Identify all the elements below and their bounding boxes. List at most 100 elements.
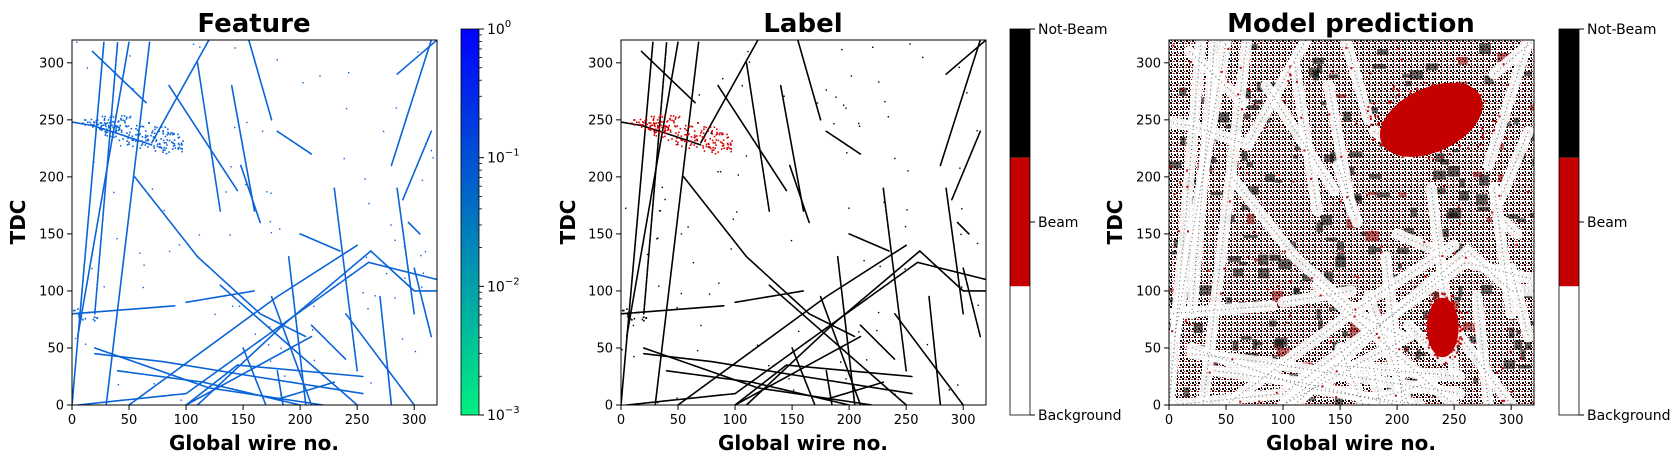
- prediction-cell: [1376, 192, 1390, 198]
- beam-hit: [1461, 316, 1464, 319]
- prediction-cell: [1435, 153, 1445, 162]
- beam-hit: [649, 124, 652, 127]
- prediction-track-band: [1332, 160, 1363, 228]
- beam-hit: [1375, 332, 1378, 335]
- hit-track: [945, 187, 965, 315]
- beam-hit: [711, 151, 713, 153]
- beam-hit: [664, 127, 666, 129]
- beam-hit: [1440, 299, 1443, 302]
- beam-hit: [1424, 88, 1427, 91]
- beam-hit: [696, 138, 699, 141]
- prediction-cell: [1507, 214, 1518, 219]
- beam-hit: [1456, 57, 1459, 60]
- beam-hit: [104, 134, 106, 136]
- beam-hit: [1248, 88, 1250, 90]
- beam-hit: [124, 121, 126, 124]
- beam-hit: [128, 141, 130, 144]
- beam-hit: [701, 136, 704, 138]
- beam-hit: [1393, 85, 1395, 88]
- beam-hit: [662, 136, 664, 138]
- hit-point: [922, 56, 924, 59]
- prediction-cell: [1252, 338, 1258, 350]
- beam-hit: [1303, 149, 1306, 152]
- hit-point: [422, 272, 424, 274]
- beam-hit: [684, 133, 686, 136]
- beam-hit: [695, 138, 698, 141]
- beam-hit: [730, 148, 733, 150]
- beam-hit: [669, 117, 671, 120]
- beam-hit: [1289, 74, 1292, 77]
- prediction-cell: [1508, 327, 1515, 339]
- beam-hit: [672, 115, 675, 117]
- beam-hit: [668, 124, 671, 127]
- beam-hit: [147, 146, 149, 148]
- beam-hit: [711, 139, 714, 142]
- prediction-cell: [1524, 342, 1531, 350]
- beam-hit: [173, 143, 176, 145]
- prediction-cell: [1255, 341, 1263, 346]
- beam-hit: [1341, 250, 1344, 253]
- beam-hit: [1371, 230, 1374, 233]
- hit-point: [788, 378, 790, 380]
- hit-track: [745, 61, 771, 212]
- beam-hit: [165, 152, 168, 155]
- hit-point: [214, 313, 216, 316]
- hit-point: [343, 157, 345, 160]
- hit-point: [312, 329, 314, 331]
- x-tick-label: 0: [1165, 413, 1173, 428]
- hit-point: [143, 264, 145, 266]
- beam-hit: [94, 121, 96, 124]
- beam-hit: [128, 116, 131, 119]
- hit-point: [77, 313, 80, 316]
- beam-hit: [116, 132, 118, 135]
- hit-track: [396, 187, 416, 315]
- beam-hit: [141, 143, 144, 145]
- beam-hit: [686, 140, 688, 142]
- beam-hit: [1442, 293, 1445, 296]
- beam-hit: [639, 118, 642, 121]
- beam-hit: [111, 120, 114, 123]
- prediction-cell: [1462, 322, 1473, 331]
- prediction-cell: [1532, 158, 1534, 167]
- beam-hit: [166, 144, 168, 146]
- hit-point: [269, 326, 271, 328]
- hit-point: [642, 316, 645, 319]
- beam-hit: [177, 142, 180, 145]
- prediction-cell: [1425, 63, 1438, 71]
- hit-track: [407, 221, 421, 235]
- hit-point: [883, 201, 885, 203]
- beam-hit: [109, 127, 111, 129]
- beam-hit: [1179, 181, 1182, 184]
- prediction-cell: [1232, 340, 1239, 351]
- y-tick-label: 100: [39, 284, 64, 299]
- hit-track: [779, 84, 805, 212]
- beam-hit: [1263, 127, 1266, 129]
- beam-hit: [1452, 305, 1455, 308]
- colorbar-tick-exp: −3: [505, 405, 520, 416]
- beam-hit: [1425, 337, 1428, 340]
- beam-hit: [181, 148, 184, 150]
- beam-hit: [1401, 151, 1404, 154]
- beam-hit: [1169, 165, 1172, 168]
- prediction-cell: [1173, 239, 1179, 248]
- hit-point: [663, 124, 665, 126]
- hit-point: [142, 286, 144, 289]
- beam-hit: [93, 121, 95, 123]
- prediction-cell: [1268, 320, 1277, 327]
- hit-point: [629, 317, 632, 320]
- beam-hit: [714, 142, 716, 144]
- prediction-cell: [1504, 122, 1512, 127]
- x-tick-label: 150: [231, 413, 256, 428]
- hit-point: [270, 192, 272, 194]
- prediction-cell: [1335, 94, 1347, 98]
- prediction-cell: [1323, 271, 1333, 283]
- beam-hit: [666, 129, 669, 132]
- beam-hit: [1398, 348, 1401, 351]
- beam-hit: [1328, 113, 1331, 116]
- prediction-cell: [1349, 166, 1355, 176]
- beam-hit: [713, 149, 715, 151]
- beam-hit: [726, 142, 729, 145]
- colorbar-segment: [1559, 157, 1579, 287]
- y-tick-label: 100: [588, 284, 613, 299]
- beam-hit: [1432, 158, 1435, 161]
